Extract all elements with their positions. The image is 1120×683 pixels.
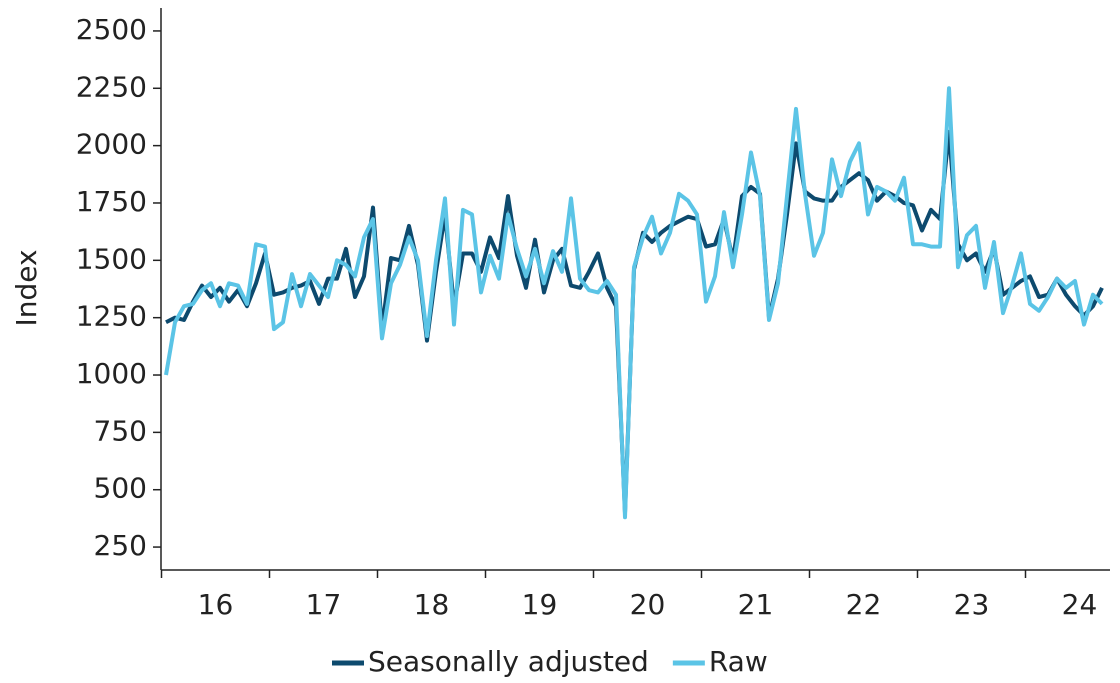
x-tick-label: 24 — [1062, 588, 1098, 621]
x-tick-label: 19 — [522, 588, 558, 621]
x-tick-label: 22 — [846, 588, 882, 621]
y-axis-label: Index — [10, 249, 43, 326]
line — [164, 86, 1104, 520]
x-tick-label: 16 — [198, 588, 234, 621]
y-tick-label: 1750 — [76, 185, 147, 218]
y-tick-label: 500 — [94, 472, 147, 505]
legend-label: Raw — [709, 645, 768, 678]
y-tick-label: 1500 — [76, 242, 147, 275]
y-tick-label: 750 — [94, 414, 147, 447]
x-tick-label: 18 — [414, 588, 450, 621]
y-tick-label: 2500 — [76, 13, 147, 46]
legend-label: Seasonally adjusted — [368, 645, 649, 678]
x-tick-label: 21 — [738, 588, 774, 621]
y-tick-label: 1000 — [76, 357, 147, 390]
y-tick-label: 250 — [94, 529, 147, 562]
x-tick-label: 17 — [306, 588, 342, 621]
x-tick-label: 23 — [954, 588, 990, 621]
y-tick-label: 1250 — [76, 300, 147, 333]
y-tick-label: 2250 — [76, 70, 147, 103]
x-tick-label: 20 — [630, 588, 666, 621]
y-tick-label: 2000 — [76, 128, 147, 161]
